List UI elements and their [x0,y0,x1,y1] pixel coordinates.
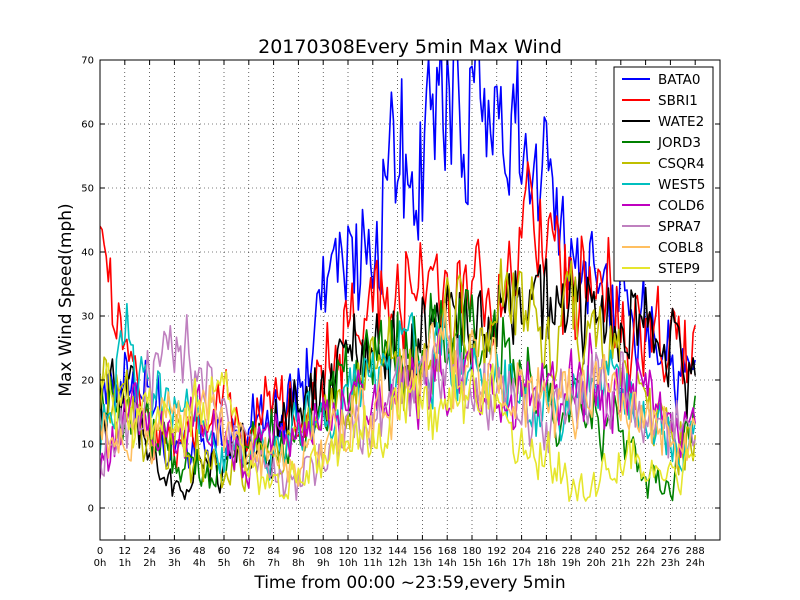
x-tick-sublabel: 14h [438,558,457,569]
x-tick-sublabel: 7h [267,558,280,569]
legend: BATA0 SBRI1 WATE2 JORD3 CSQR4 WEST5 COLD6 SPRA7… [613,66,714,282]
x-tick-label: 228 [562,546,581,557]
legend-label: STEP9 [658,261,700,277]
x-tick-label: 192 [487,546,506,557]
x-tick-sublabel: 19h [562,558,581,569]
x-tick-sublabel: 22h [636,558,655,569]
x-tick-label: 84 [267,546,280,557]
legend-label: BATA0 [658,72,700,88]
x-tick-label: 24 [143,546,156,557]
x-tick-label: 36 [168,546,181,557]
legend-label: WEST5 [658,177,705,193]
legend-label: SPRA7 [658,219,701,235]
axes: 00h121h242h363h484h605h726h847h968h1089h… [81,56,720,569]
y-tick-label: 20 [81,376,94,387]
x-tick-sublabel: 1h [118,558,131,569]
x-tick-sublabel: 23h [661,558,680,569]
x-tick-sublabel: 20h [586,558,605,569]
x-tick-sublabel: 11h [363,558,382,569]
legend-label: WATE2 [658,114,704,130]
x-tick-sublabel: 0h [94,558,107,569]
x-axis-label: Time from 00:00 ~23:59,every 5min [253,573,565,593]
x-tick-label: 72 [242,546,255,557]
x-tick-sublabel: 13h [413,558,432,569]
x-tick-label: 60 [218,546,231,557]
x-tick-label: 264 [636,546,655,557]
legend-box [613,66,714,282]
legend-label: COBL8 [658,240,703,256]
x-tick-sublabel: 2h [143,558,156,569]
x-tick-sublabel: 24h [686,558,705,569]
x-tick-sublabel: 8h [292,558,305,569]
x-tick-sublabel: 5h [218,558,231,569]
x-tick-label: 144 [388,546,407,557]
chart-title: 20170308Every 5min Max Wind [258,36,562,58]
series-line-csqr4 [100,258,696,493]
series-line-spra7 [100,313,696,501]
x-tick-sublabel: 18h [537,558,556,569]
x-tick-label: 156 [413,546,432,557]
y-tick-label: 10 [81,440,94,451]
x-tick-sublabel: 9h [317,558,330,569]
x-tick-label: 204 [512,546,531,557]
x-tick-label: 96 [292,546,305,557]
x-tick-sublabel: 15h [462,558,481,569]
x-tick-label: 0 [97,546,103,557]
legend-label: COLD6 [658,198,705,214]
series-lines [100,60,696,503]
x-tick-sublabel: 17h [512,558,531,569]
x-tick-sublabel: 21h [611,558,630,569]
x-tick-label: 276 [661,546,680,557]
series-line-cobl8 [100,302,696,487]
x-tick-label: 180 [462,546,481,557]
series-line-west5 [100,302,696,481]
x-tick-label: 168 [438,546,457,557]
x-tick-sublabel: 6h [242,558,255,569]
series-line-step9 [100,362,696,503]
x-tick-sublabel: 4h [193,558,206,569]
x-tick-sublabel: 3h [168,558,181,569]
y-tick-label: 60 [81,120,94,131]
x-tick-label: 120 [338,546,357,557]
x-tick-label: 288 [686,546,705,557]
legend-label: SBRI1 [658,93,698,109]
x-tick-label: 132 [363,546,382,557]
x-tick-label: 252 [611,546,630,557]
plot-frame [99,59,721,541]
legend-label: CSQR4 [658,156,705,172]
y-tick-label: 50 [81,184,94,195]
x-tick-label: 240 [586,546,605,557]
y-axis-label: Max Wind Speed(mph) [56,203,76,396]
series-line-jord3 [100,288,696,502]
series-line-sbri1 [100,161,696,469]
x-tick-sublabel: 10h [338,558,357,569]
x-tick-label: 12 [118,546,131,557]
x-tick-label: 216 [537,546,556,557]
y-tick-label: 30 [81,312,94,323]
x-tick-label: 48 [193,546,206,557]
x-tick-label: 108 [314,546,333,557]
x-tick-sublabel: 12h [388,558,407,569]
x-tick-sublabel: 16h [487,558,506,569]
y-tick-label: 70 [81,56,94,67]
legend-label: JORD3 [657,135,701,151]
y-tick-label: 40 [81,248,94,259]
y-tick-label: 0 [88,504,94,515]
